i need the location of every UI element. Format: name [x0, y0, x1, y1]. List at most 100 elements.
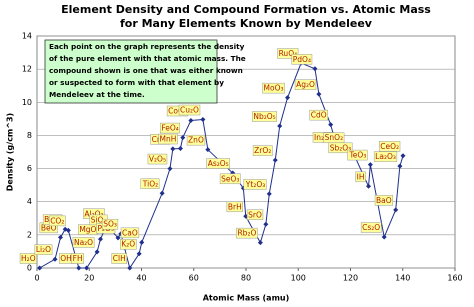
point-label-box — [160, 122, 181, 134]
data-point — [367, 162, 373, 168]
data-point — [84, 265, 90, 271]
point-label: ClH — [111, 253, 127, 264]
point-label-box — [206, 158, 230, 169]
point-label: SrO — [246, 209, 264, 221]
point-label: TeO₃ — [347, 149, 368, 161]
chart-subtitle: for Many Elements Known by Mendeleev — [120, 17, 373, 30]
data-point — [285, 95, 291, 101]
point-label: PdO₄ — [291, 54, 313, 65]
point-label-text: SrO — [248, 210, 262, 219]
point-label: SO₃ — [101, 218, 119, 230]
point-label-box — [219, 173, 241, 185]
data-point — [58, 234, 64, 240]
point-label-text: Yt₂O₃ — [245, 180, 265, 189]
point-label-text: La₂O₃ — [375, 152, 396, 161]
point-label-text: SiO₂ — [91, 215, 107, 224]
point-label-text: Li₂O — [36, 245, 51, 254]
point-label-box — [178, 104, 201, 116]
point-label-text: FeO₄ — [161, 124, 178, 133]
data-point — [37, 265, 43, 271]
point-label: SeO₃ — [219, 173, 241, 185]
annotation-line: or suspected to form with that element b… — [49, 78, 224, 87]
point-label: Cu₂O — [178, 104, 201, 116]
data-point — [205, 147, 211, 153]
data-point — [257, 240, 263, 246]
data-point — [266, 191, 272, 197]
point-label: ZrO₂ — [252, 145, 273, 156]
point-label: CO₂ — [48, 215, 66, 227]
data-point — [65, 227, 71, 233]
point-label: FH — [71, 253, 84, 264]
point-label-text: Cs₂O — [362, 223, 380, 232]
point-label-box — [360, 222, 382, 233]
point-label-box — [19, 253, 37, 264]
point-label: Sb₂O₃ — [328, 142, 353, 154]
point-label-text: TeO₃ — [349, 151, 367, 160]
point-label-text: Ag₂O — [296, 80, 315, 89]
point-label: CaO — [120, 227, 140, 239]
x-tick-label: 100 — [291, 274, 306, 283]
point-label: CeO₂ — [378, 141, 401, 152]
x-tick-label: 20 — [84, 274, 94, 283]
point-label-text: Nb₂O₅ — [253, 112, 275, 121]
point-label: BrH — [226, 201, 243, 213]
point-label-box — [120, 238, 137, 250]
data-point — [316, 91, 322, 97]
point-label-box — [226, 201, 243, 213]
point-label: V₂O₅ — [147, 153, 168, 165]
point-label-box — [294, 79, 317, 90]
y-tick-label: 0 — [27, 264, 32, 273]
point-label-text: Sb₂O₃ — [330, 143, 351, 152]
annotation-line: compound shown is one that was either kn… — [49, 66, 243, 75]
x-tick-label: 40 — [136, 274, 146, 283]
point-label-text: MoO₃ — [264, 84, 284, 93]
annotation-line: Each point on the graph represents the d… — [49, 42, 245, 51]
point-label-text: SeO₃ — [221, 174, 239, 183]
point-label: Rb₂O — [236, 227, 258, 239]
point-label-text: PdO₄ — [293, 55, 311, 64]
annotation-line: Mendeleev at the time. — [49, 90, 145, 99]
point-label-box — [120, 227, 140, 239]
point-label-text: IH — [357, 172, 365, 181]
chart-title: Element Density and Compound Formation v… — [61, 3, 431, 16]
point-label-text: BaO — [376, 196, 392, 205]
data-point — [127, 265, 133, 271]
point-label: FeO₄ — [160, 122, 181, 134]
point-label: Li₂O — [34, 244, 53, 255]
point-label-text: RuO₄ — [279, 49, 298, 58]
data-point — [52, 256, 58, 262]
point-label-text: CeO₂ — [380, 142, 399, 151]
point-label-text: As₂O₅ — [208, 159, 229, 168]
data-point — [180, 135, 186, 141]
y-tick-label: 6 — [27, 164, 32, 173]
point-label: As₂O₅ — [206, 158, 230, 169]
point-label-text: FH — [73, 254, 83, 263]
point-label-box — [262, 82, 285, 94]
point-label-text: BrH — [228, 202, 242, 211]
x-axis-label: Atomic Mass (amu) — [203, 294, 290, 303]
data-point — [170, 146, 176, 152]
point-label-box — [252, 145, 273, 156]
point-label: Na₂O — [72, 237, 95, 248]
point-label-text: ZnO — [188, 136, 204, 145]
data-point — [200, 117, 206, 123]
point-label-text: V₂O₅ — [149, 155, 166, 164]
y-tick-label: 4 — [27, 197, 32, 206]
point-label-text: ClH — [113, 254, 126, 263]
data-point — [115, 235, 121, 241]
point-label-text: BeO — [41, 223, 57, 232]
point-label-text: CoO₄ — [168, 107, 187, 116]
data-point — [177, 146, 183, 152]
point-label-box — [101, 218, 119, 230]
x-tick-label: 80 — [241, 274, 251, 283]
point-label-box — [252, 111, 277, 122]
y-tick-label: 8 — [27, 131, 32, 140]
point-label-box — [355, 171, 366, 183]
data-point — [136, 251, 142, 257]
point-label-box — [72, 237, 95, 248]
data-point — [312, 66, 318, 72]
point-label-text: Na₂O — [74, 238, 93, 247]
data-point — [167, 166, 173, 172]
point-label-text: Cu₂O — [180, 106, 199, 115]
